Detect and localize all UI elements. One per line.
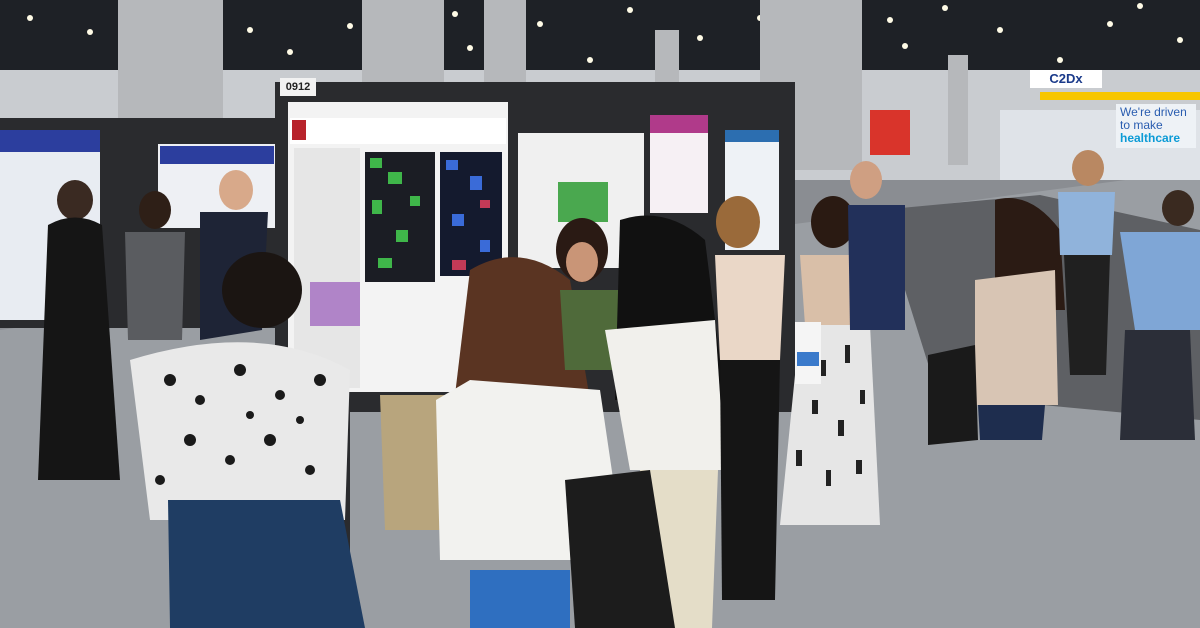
exhibitor-sign: C2Dx bbox=[1030, 70, 1102, 88]
poster-board-number: 0912 bbox=[280, 78, 316, 96]
banner-line-2: to make bbox=[1120, 118, 1163, 132]
poster-microscopy-panel-blue bbox=[440, 152, 502, 276]
banner-line-1: We're driven bbox=[1120, 105, 1187, 119]
university-shield-icon bbox=[292, 120, 306, 140]
booth-red-sign bbox=[870, 110, 910, 155]
banner-line-3: healthcare bbox=[1120, 131, 1181, 145]
poster-microscopy-panel-green bbox=[365, 152, 435, 282]
booth-accent bbox=[1040, 92, 1200, 100]
exhibitor-banner: We're driven to make healthcare bbox=[1116, 104, 1196, 148]
poster-histology-image bbox=[310, 282, 360, 326]
attendees bbox=[38, 150, 1200, 628]
